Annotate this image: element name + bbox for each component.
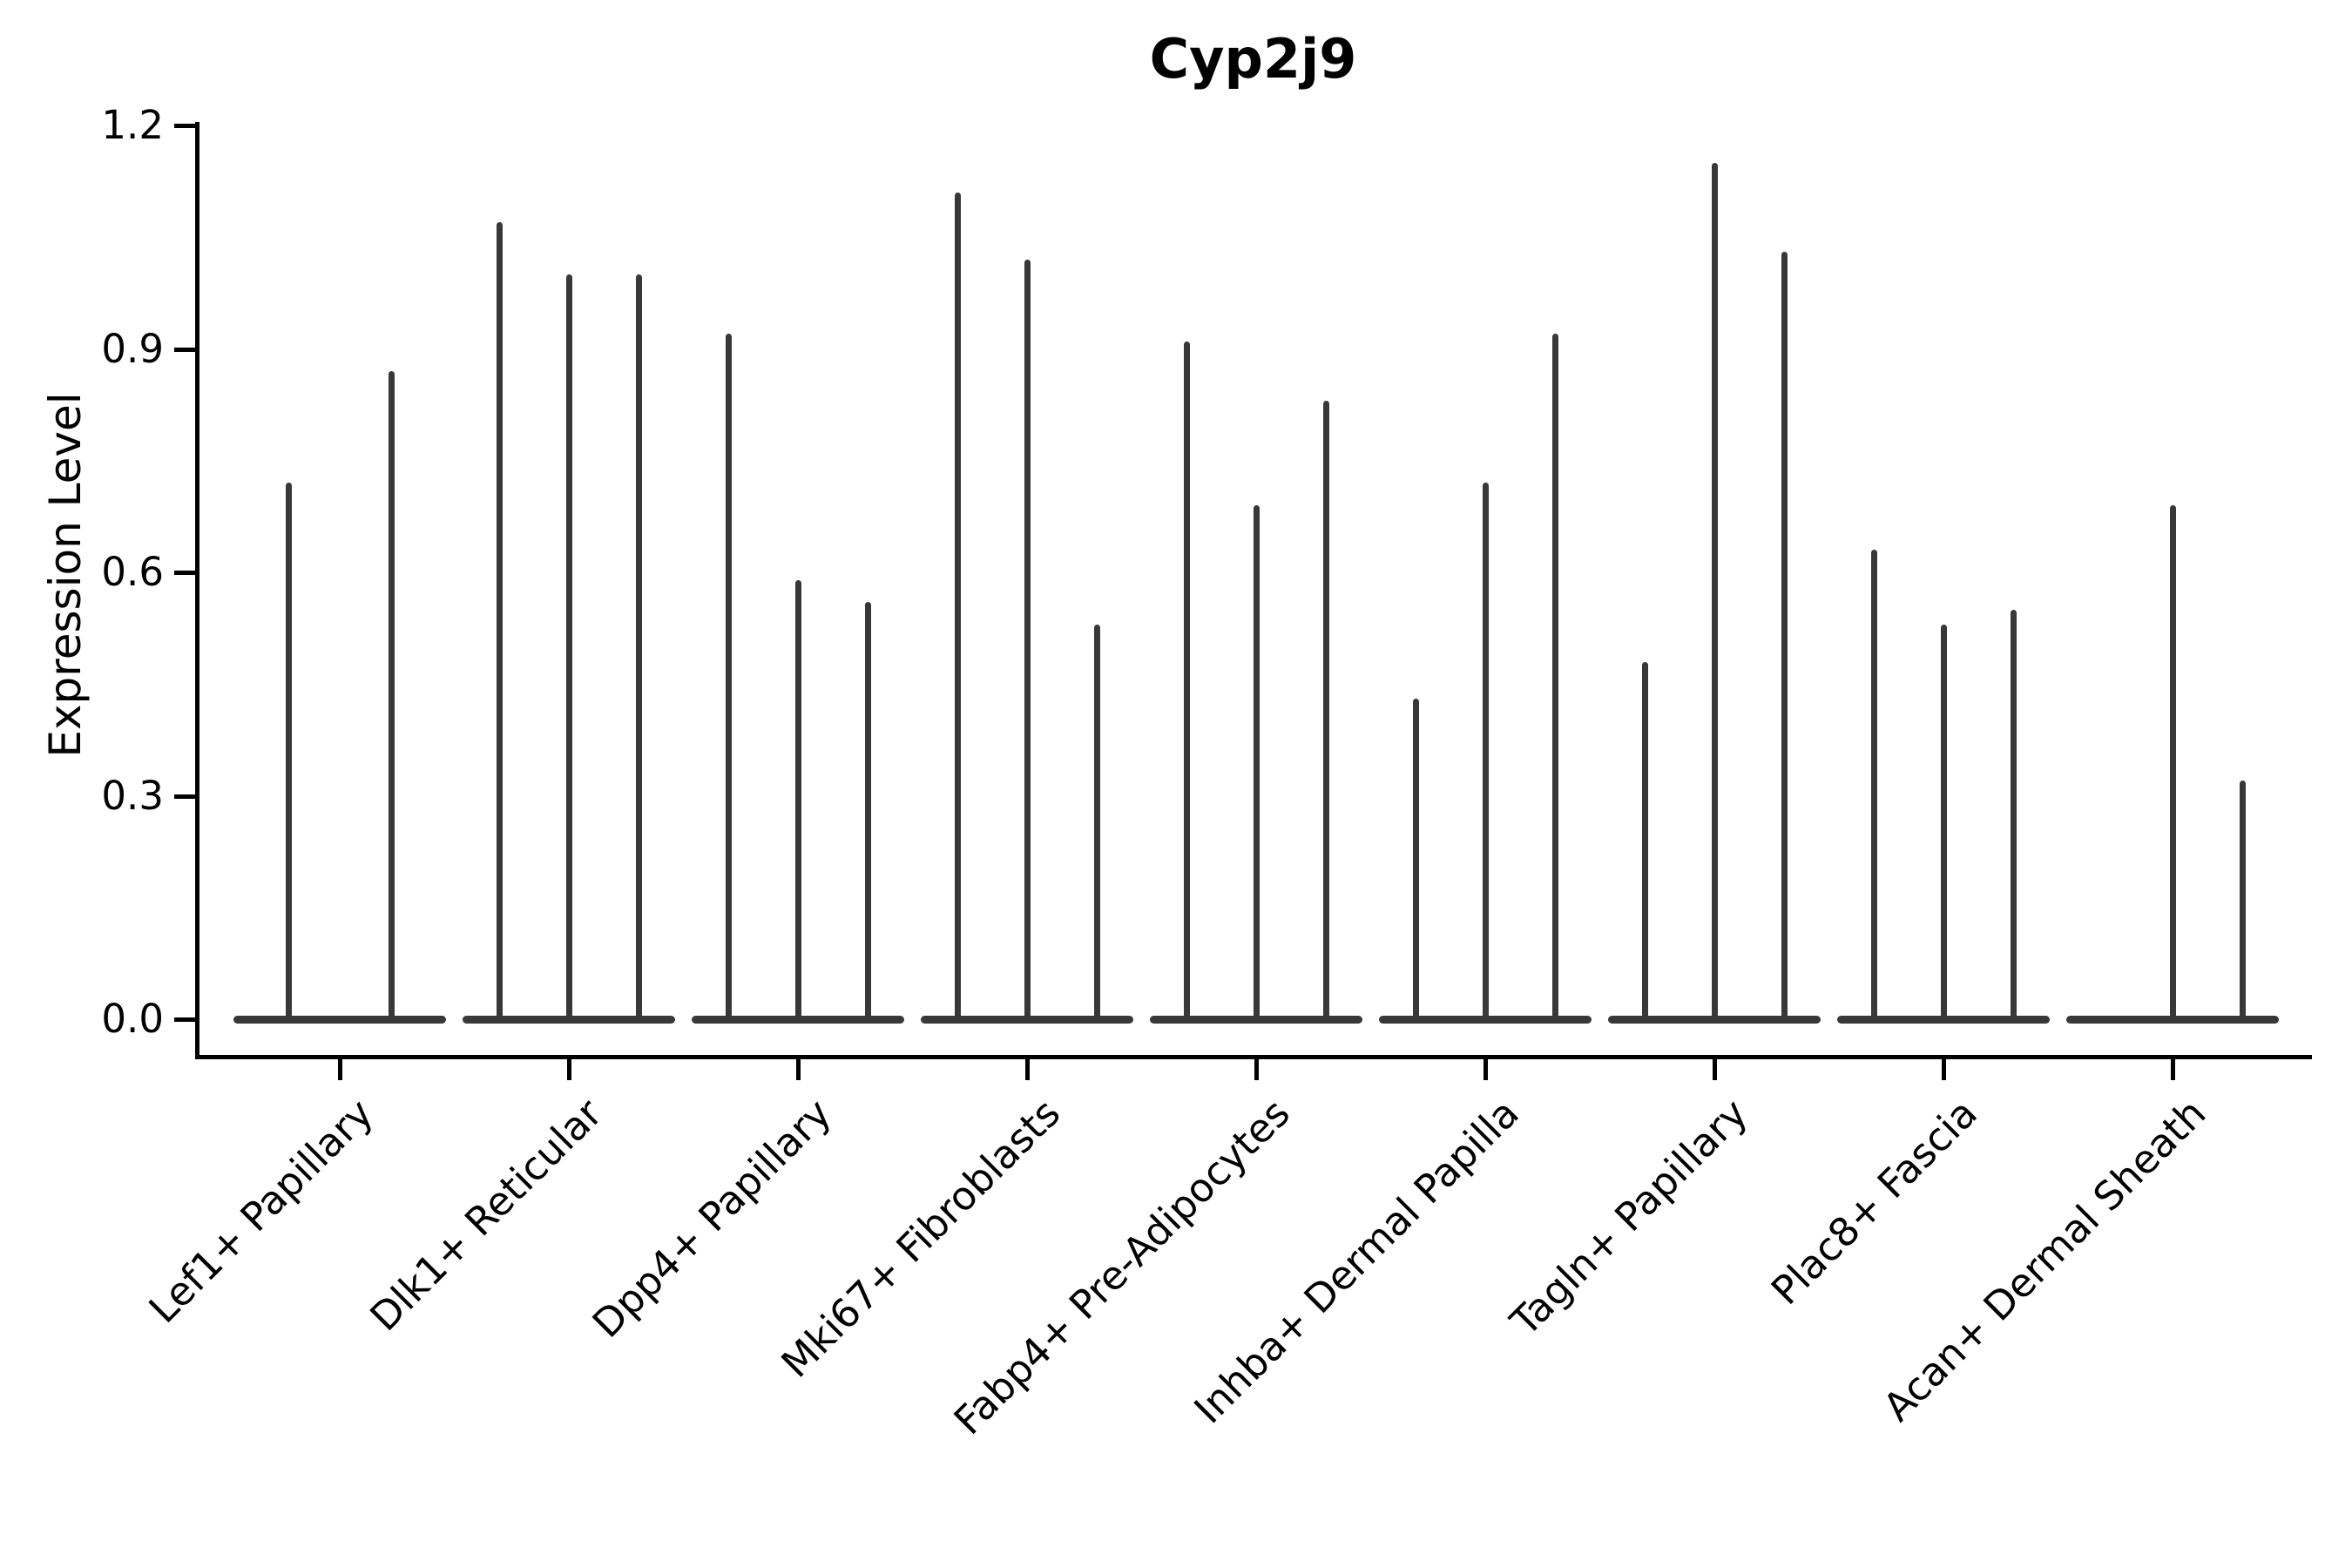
y-tick-mark <box>174 794 195 799</box>
x-tick-mark <box>2171 1059 2175 1080</box>
violin-spike <box>725 334 732 1024</box>
violin-spike <box>565 274 572 1024</box>
violin-spike <box>954 193 961 1024</box>
violin-spike <box>1024 260 1031 1024</box>
violin-spike <box>1482 483 1489 1024</box>
x-tick-label: Dpp4+ Papillary <box>583 1090 841 1347</box>
violin-spike <box>1322 401 1329 1024</box>
y-tick-label: 0.9 <box>101 325 164 372</box>
y-tick-label: 0.6 <box>101 549 164 595</box>
violin-spike <box>1551 334 1558 1024</box>
violin-spike <box>794 580 801 1024</box>
x-axis-spine <box>195 1055 2312 1059</box>
y-tick-label: 0.3 <box>101 772 164 819</box>
violin-spike <box>388 371 395 1024</box>
x-tick-mark <box>796 1059 801 1080</box>
x-tick-mark <box>1254 1059 1259 1080</box>
x-tick-mark <box>567 1059 571 1080</box>
x-tick-mark <box>1025 1059 1030 1080</box>
y-tick-label: 1.2 <box>101 102 164 148</box>
violin-spike <box>2239 781 2246 1024</box>
x-tick-label: Plac8+ Fascia <box>1761 1090 1986 1314</box>
y-axis-spine <box>195 122 199 1059</box>
y-tick-mark <box>174 571 195 575</box>
violin-base <box>233 1016 446 1024</box>
violin-spike <box>2010 610 2017 1024</box>
violin-spike <box>635 274 642 1024</box>
x-tick-mark <box>1713 1059 1717 1080</box>
violin-spike <box>285 483 292 1024</box>
violin-spike <box>1093 625 1100 1024</box>
violin-spike <box>1253 505 1260 1024</box>
violin-spike <box>864 602 871 1024</box>
violin-spike <box>1711 163 1718 1024</box>
x-tick-mark <box>1942 1059 1946 1080</box>
x-tick-mark <box>1484 1059 1488 1080</box>
violin-spike <box>2169 505 2176 1024</box>
violin-spike <box>1641 662 1648 1024</box>
x-tick-label: Tagln+ Papillary <box>1502 1090 1757 1345</box>
x-tick-label: Dlk1+ Reticular <box>361 1090 612 1341</box>
y-tick-label: 0.0 <box>101 996 164 1042</box>
x-tick-mark <box>338 1059 342 1080</box>
y-tick-mark <box>174 124 195 128</box>
y-tick-mark <box>174 1017 195 1022</box>
violin-spike <box>1183 341 1190 1024</box>
violin-spike <box>1781 252 1788 1024</box>
violin-spike <box>1870 550 1877 1024</box>
violin-spike <box>496 222 503 1024</box>
chart-title: Cyp2j9 <box>1149 27 1357 91</box>
violin-spike <box>1940 625 1947 1024</box>
violin-spike <box>1412 699 1419 1024</box>
y-tick-mark <box>174 347 195 352</box>
x-tick-label: Lef1+ Papillary <box>139 1090 382 1333</box>
